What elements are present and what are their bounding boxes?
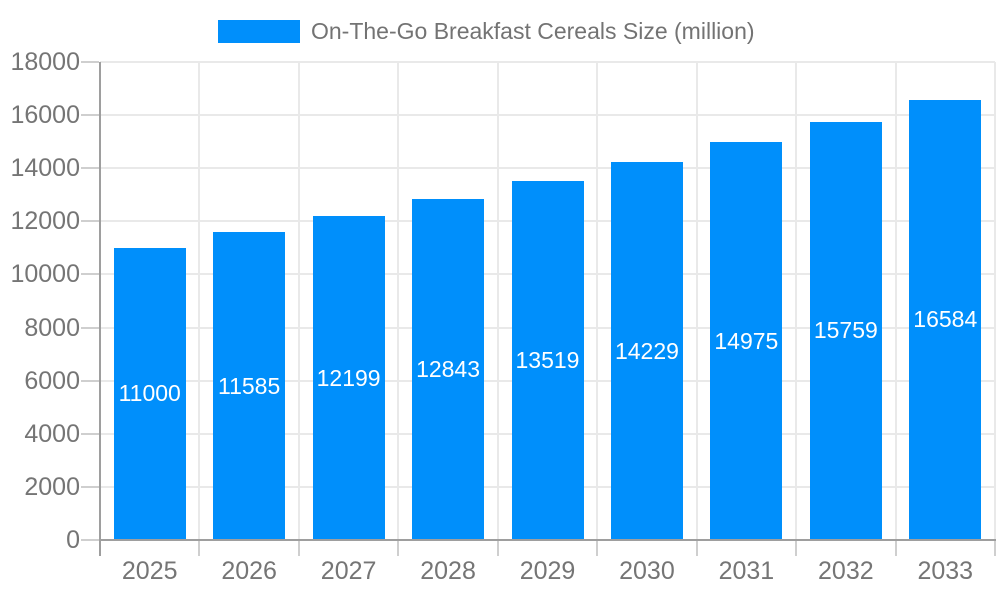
x-axis-label: 2029 — [519, 557, 576, 585]
plot-area: 11000 11585 12199 12843 13519 14229 14975 15759… — [100, 61, 996, 540]
bar-value-label: 14229 — [614, 337, 679, 364]
bar[interactable]: 11000 — [113, 247, 186, 540]
bar-value-label: 11000 — [118, 380, 181, 407]
y-axis-tick — [81, 485, 99, 488]
y-axis-label: 6000 — [24, 366, 80, 395]
x-axis-label: 2030 — [619, 557, 675, 585]
x-axis-tick — [695, 541, 698, 556]
x-gridline — [297, 62, 300, 540]
y-axis-tick — [81, 114, 99, 117]
y-axis-tick — [81, 379, 99, 382]
x-gridline — [496, 62, 499, 540]
y-axis-label: 10000 — [10, 260, 80, 289]
x-axis-tick — [397, 541, 400, 556]
bar[interactable]: 14229 — [610, 162, 683, 540]
x-axis-label: 2026 — [221, 557, 277, 585]
legend-swatch-icon — [218, 20, 300, 43]
x-axis-label: 2028 — [420, 557, 476, 585]
y-axis-tick — [81, 167, 99, 170]
y-axis-tick — [81, 220, 99, 223]
bar[interactable]: 12843 — [412, 198, 485, 540]
y-axis-label: 2000 — [24, 472, 80, 501]
x-gridline — [994, 62, 996, 540]
x-axis-line — [99, 539, 996, 541]
bar[interactable]: 11585 — [213, 232, 286, 540]
y-axis-label: 18000 — [10, 48, 80, 76]
x-axis-label: 2032 — [818, 557, 874, 585]
y-axis-label: 0 — [66, 526, 80, 554]
x-axis-tick — [894, 541, 897, 556]
x-axis-label: 2027 — [320, 557, 377, 585]
y-axis-tick — [81, 273, 99, 276]
bar-value-label: 15759 — [813, 317, 878, 344]
chart-legend[interactable]: On-The-Go Breakfast Cereals Size (millio… — [218, 19, 755, 44]
y-axis-tick — [81, 326, 99, 329]
y-axis-tick — [81, 61, 99, 63]
y-gridline — [100, 167, 995, 170]
x-axis-tick — [795, 541, 798, 556]
bar-value-label: 11585 — [218, 372, 281, 399]
bar[interactable]: 14975 — [710, 142, 783, 540]
x-axis-tick — [596, 541, 599, 556]
x-axis-label: 2031 — [718, 557, 775, 585]
x-axis-label: 2033 — [917, 557, 974, 585]
x-gridline — [198, 62, 201, 540]
y-axis-label: 8000 — [24, 313, 80, 342]
bar[interactable]: 13519 — [511, 181, 584, 540]
x-gridline — [795, 62, 798, 540]
bar-value-label: 13519 — [515, 347, 580, 373]
x-gridline — [695, 62, 698, 540]
bar[interactable]: 12199 — [312, 216, 385, 540]
x-gridline — [894, 62, 897, 540]
x-axis-tick — [496, 541, 499, 556]
y-axis-label: 16000 — [10, 101, 80, 130]
x-axis-tick — [994, 541, 996, 556]
bar-value-label: 16584 — [913, 306, 978, 333]
y-axis-tick — [81, 432, 99, 435]
bar-value-label: 12199 — [316, 364, 381, 391]
y-gridline — [100, 61, 995, 63]
y-axis-label: 12000 — [10, 207, 80, 236]
x-axis-tick — [297, 541, 300, 556]
y-axis-label: 4000 — [24, 419, 80, 448]
x-axis-label: 2025 — [121, 557, 178, 585]
y-axis-line — [99, 62, 101, 556]
y-gridline — [100, 114, 995, 117]
x-gridline — [596, 62, 599, 540]
bar-value-label: 12843 — [416, 355, 481, 382]
bar[interactable]: 15759 — [809, 121, 882, 540]
x-axis-tick — [198, 541, 201, 556]
bar-value-label: 14975 — [714, 327, 779, 354]
y-axis-tick — [81, 539, 99, 541]
legend-label: On-The-Go Breakfast Cereals Size (millio… — [311, 18, 755, 44]
y-axis-label: 14000 — [10, 154, 80, 183]
bar[interactable]: 16584 — [909, 99, 982, 540]
x-gridline — [397, 62, 400, 540]
